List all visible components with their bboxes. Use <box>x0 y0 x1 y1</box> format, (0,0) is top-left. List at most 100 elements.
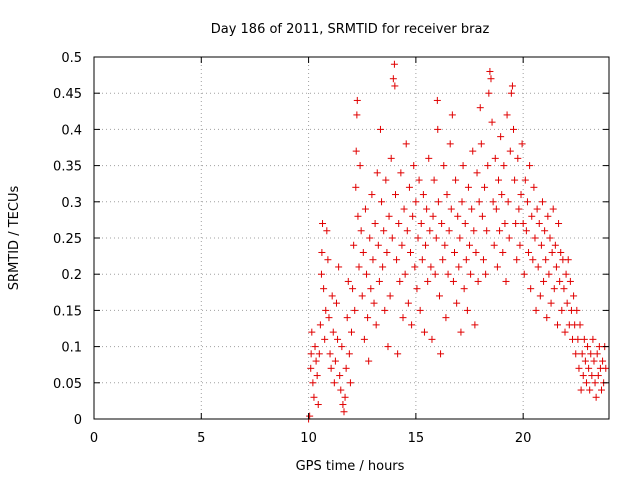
data-point <box>444 270 452 278</box>
data-point <box>361 205 369 213</box>
data-point <box>452 176 460 184</box>
data-point <box>593 350 601 358</box>
data-point <box>428 335 436 343</box>
data-point <box>312 357 320 365</box>
data-point <box>352 183 360 191</box>
data-point <box>378 198 386 206</box>
data-point <box>310 393 318 401</box>
data-point <box>520 270 528 278</box>
x-tick-label: 15 <box>408 431 425 446</box>
data-point <box>415 176 423 184</box>
y-tick-label: 0.35 <box>53 160 82 175</box>
data-point <box>438 220 446 228</box>
data-point <box>368 191 376 199</box>
data-point <box>400 205 408 213</box>
data-point <box>473 169 481 177</box>
data-point <box>489 198 497 206</box>
data-point <box>516 241 524 249</box>
data-point <box>508 82 516 90</box>
data-point <box>462 256 470 264</box>
data-point <box>374 241 382 249</box>
data-point <box>355 263 363 271</box>
data-point <box>426 227 434 235</box>
data-point <box>550 285 558 293</box>
data-point <box>314 401 322 409</box>
data-point <box>398 241 406 249</box>
data-point <box>416 306 424 314</box>
data-point <box>541 227 549 235</box>
data-point <box>358 292 366 300</box>
data-point <box>319 220 327 228</box>
data-point <box>531 234 539 242</box>
data-point <box>318 248 326 256</box>
data-point <box>562 270 570 278</box>
data-point <box>585 364 593 372</box>
data-point <box>558 306 566 314</box>
data-point <box>429 212 437 220</box>
data-point <box>484 162 492 170</box>
data-point <box>511 176 519 184</box>
data-point <box>412 198 420 206</box>
data-point <box>437 350 445 358</box>
data-point <box>592 393 600 401</box>
y-tick-label: 0.15 <box>53 304 82 319</box>
y-axis-label: SRMTID / TECUs <box>7 186 22 291</box>
data-point <box>521 176 529 184</box>
data-point <box>342 364 350 372</box>
data-point <box>340 408 348 416</box>
data-point <box>387 154 395 162</box>
data-point <box>542 256 550 264</box>
data-point <box>528 212 536 220</box>
data-point <box>308 328 316 336</box>
data-point <box>490 241 498 249</box>
data-point <box>457 328 465 336</box>
y-tick-label: 0.45 <box>53 87 82 102</box>
data-point <box>334 335 342 343</box>
data-point <box>445 227 453 235</box>
data-point <box>316 321 324 329</box>
data-point <box>376 125 384 133</box>
x-tick-label: 0 <box>90 431 98 446</box>
data-point <box>449 277 457 285</box>
data-point <box>456 234 464 242</box>
data-point <box>360 335 368 343</box>
data-point <box>339 401 347 409</box>
data-point <box>570 292 578 300</box>
data-point <box>325 314 333 322</box>
data-point <box>405 183 413 191</box>
data-point <box>468 205 476 213</box>
data-point <box>588 372 596 380</box>
data-point <box>385 212 393 220</box>
x-tick-label: 5 <box>197 431 205 446</box>
data-point <box>581 357 589 365</box>
data-point <box>372 321 380 329</box>
data-point <box>501 220 509 228</box>
data-point <box>566 277 574 285</box>
data-point <box>472 248 480 256</box>
data-point <box>410 162 418 170</box>
data-point <box>487 75 495 83</box>
data-point <box>586 386 594 394</box>
y-tick-label: 0.05 <box>53 377 82 392</box>
data-point <box>464 183 472 191</box>
data-point <box>327 364 335 372</box>
data-point <box>404 299 412 307</box>
data-point <box>402 140 410 148</box>
data-point <box>320 285 328 293</box>
data-point <box>313 372 321 380</box>
data-point <box>522 227 530 235</box>
data-point <box>540 277 548 285</box>
data-point <box>380 227 388 235</box>
data-point <box>356 162 364 170</box>
data-point <box>483 227 491 235</box>
data-point <box>548 248 556 256</box>
data-point <box>503 111 511 119</box>
data-point <box>560 285 568 293</box>
data-point <box>375 277 383 285</box>
data-point <box>393 256 401 264</box>
data-point <box>532 306 540 314</box>
data-point <box>365 357 373 365</box>
data-point <box>504 198 512 206</box>
data-point <box>547 299 555 307</box>
data-point <box>494 176 502 184</box>
